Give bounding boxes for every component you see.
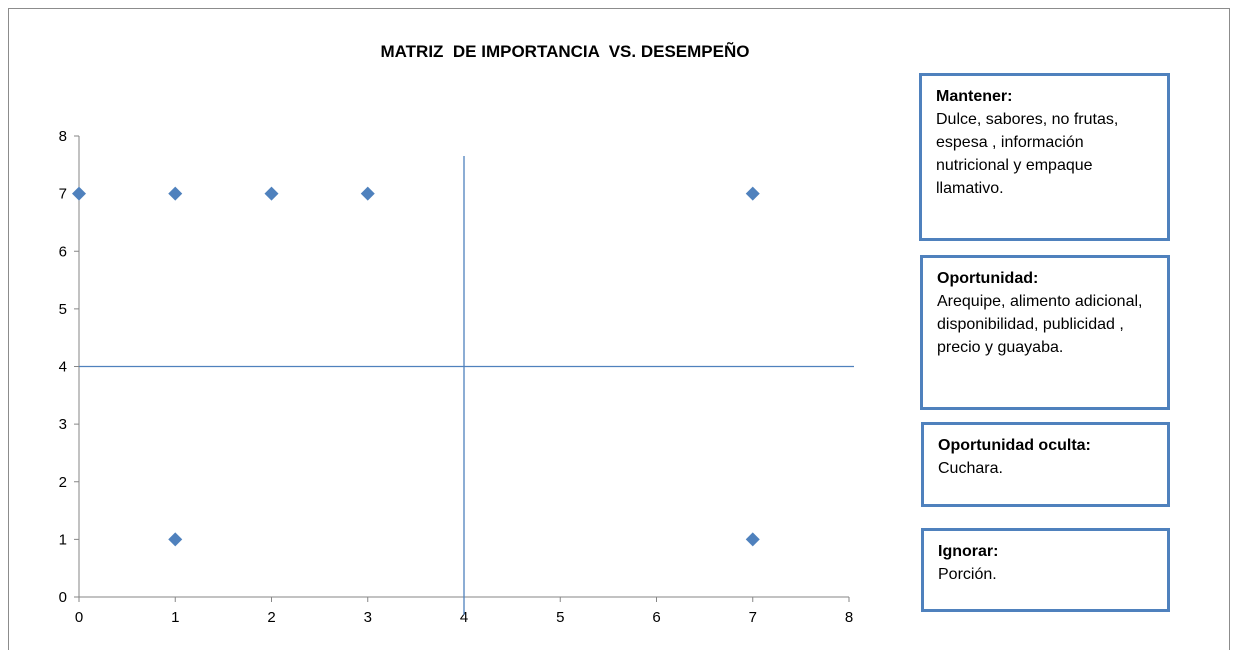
annotation-box-ignorar: Ignorar: Porción. <box>921 528 1170 612</box>
data-points <box>72 186 760 547</box>
data-point <box>360 186 375 201</box>
chart-frame: MATRIZ DE IMPORTANCIA VS. DESEMPEÑO 0 1 2 3… <box>8 8 1230 650</box>
annotation-title: Mantener: <box>936 88 1013 105</box>
annotation-title: Ignorar: <box>938 543 999 560</box>
data-point <box>745 532 760 547</box>
x-tick-label: 1 <box>171 609 179 626</box>
y-tick-label: 6 <box>59 243 67 260</box>
scatter-plot: MATRIZ DE IMPORTANCIA VS. DESEMPEÑO 0 1 2 3… <box>59 41 854 626</box>
y-tick-label: 7 <box>59 186 67 203</box>
annotation-text: Dulce, sabores, no frutas, espesa , info… <box>936 111 1119 197</box>
annotation-title: Oportunidad: <box>937 270 1039 287</box>
y-tick-label: 1 <box>59 531 67 548</box>
x-tick-label: 7 <box>749 609 757 626</box>
x-tick-label: 2 <box>267 609 275 626</box>
x-tick-label: 6 <box>652 609 660 626</box>
annotation-box-mantener: Mantener: Dulce, sabores, no frutas, esp… <box>919 73 1170 241</box>
annotation-box-oportunidad-oculta: Oportunidad oculta: Cuchara. <box>921 422 1170 507</box>
x-tick-label: 3 <box>364 609 372 626</box>
y-tick-label: 8 <box>59 128 67 145</box>
x-tick-label: 8 <box>845 609 853 626</box>
x-tick-label: 5 <box>556 609 564 626</box>
annotation-text: Cuchara. <box>938 460 1003 477</box>
data-point <box>264 186 279 201</box>
y-tick-label: 2 <box>59 474 67 491</box>
annotation-title: Oportunidad oculta: <box>938 437 1091 454</box>
data-point <box>168 532 183 547</box>
axes: 0 1 2 3 4 5 6 7 8 0 1 2 3 4 5 6 7 8 <box>59 128 854 626</box>
y-tick-label: 4 <box>59 359 67 376</box>
data-point <box>72 186 86 201</box>
reference-lines <box>79 156 854 615</box>
x-tick-label: 4 <box>460 609 468 626</box>
annotation-text: Arequipe, alimento adicional, disponibil… <box>937 293 1143 356</box>
y-tick-label: 3 <box>59 416 67 433</box>
data-point <box>168 186 183 201</box>
data-point <box>745 186 760 201</box>
annotation-text: Porción. <box>938 566 997 583</box>
annotation-box-oportunidad: Oportunidad: Arequipe, alimento adiciona… <box>920 255 1170 410</box>
y-tick-label: 5 <box>59 301 67 318</box>
x-tick-label: 0 <box>75 609 83 626</box>
y-tick-label: 0 <box>59 589 67 606</box>
chart-title: MATRIZ DE IMPORTANCIA VS. DESEMPEÑO <box>381 41 750 61</box>
